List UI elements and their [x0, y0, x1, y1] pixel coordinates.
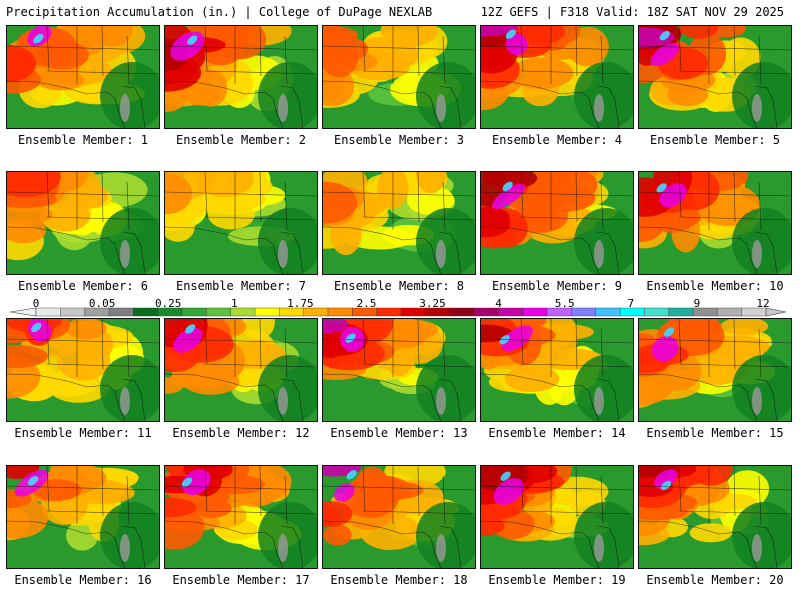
precip-field [165, 26, 317, 128]
colorbar-tick-label: 2.5 [356, 297, 377, 310]
colorbar-swatch [376, 307, 402, 317]
ensemble-map-17 [164, 465, 318, 569]
precip-field [7, 172, 159, 274]
colorbar-tick-label: 12 [756, 297, 770, 310]
ensemble-map-14 [480, 318, 634, 422]
ensemble-member-label: Ensemble Member: 7 [175, 279, 307, 293]
ensemble-map-4 [480, 25, 634, 129]
ensemble-map-18 [322, 465, 476, 569]
colorbar-tick-label: 4 [495, 297, 502, 310]
precip-field [639, 172, 791, 274]
ensemble-member-label: Ensemble Member: 3 [333, 133, 465, 147]
ensemble-map-7 [164, 171, 318, 275]
colorbar-tick-label: 1 [230, 297, 238, 310]
ensemble-map-1 [6, 25, 160, 129]
colorbar-tick-label: 0.05 [88, 297, 116, 310]
ensemble-member-label: Ensemble Member: 14 [488, 426, 626, 440]
ensemble-member-label: Ensemble Member: 16 [14, 573, 152, 587]
ensemble-member-label: Ensemble Member: 8 [333, 279, 465, 293]
ensemble-map-16 [6, 465, 160, 569]
ensemble-map-3 [322, 25, 476, 129]
colorbar-right-arrow [765, 307, 787, 317]
colorbar-tick-label: 7 [627, 297, 635, 310]
ensemble-member-label: Ensemble Member: 12 [172, 426, 310, 440]
colorbar-tick-label: 0.25 [154, 297, 182, 310]
colorbar-swatch [254, 307, 280, 317]
ensemble-map-6 [6, 171, 160, 275]
ensemble-member-label: Ensemble Member: 10 [646, 279, 784, 293]
precip-field [639, 319, 791, 421]
precip-field [165, 172, 317, 274]
colorbar-swatch [327, 307, 353, 317]
precip-field [323, 319, 475, 421]
precip-field [165, 466, 317, 568]
ensemble-map-8 [322, 171, 476, 275]
colorbar-swatch [595, 307, 621, 317]
colorbar-tick-label: 3.25 [419, 297, 446, 310]
precip-field [481, 172, 633, 274]
ensemble-member-label: Ensemble Member: 1 [17, 133, 149, 147]
ensemble-member-label: Ensemble Member: 20 [646, 573, 784, 587]
ensemble-map-15 [638, 318, 792, 422]
color-scale-svg [9, 307, 787, 317]
ensemble-map-13 [322, 318, 476, 422]
ensemble-member-label: Ensemble Member: 5 [649, 133, 781, 147]
colorbar-tick-label: 5.5 [554, 297, 575, 310]
ensemble-map-11 [6, 318, 160, 422]
ensemble-map-2 [164, 25, 318, 129]
ensemble-member-label: Ensemble Member: 6 [17, 279, 149, 293]
colorbar-swatch [60, 307, 86, 317]
ensemble-map-5 [638, 25, 792, 129]
colorbar-tick-label: 1.75 [287, 297, 314, 310]
colorbar-swatch [35, 307, 61, 317]
precip-field [481, 26, 633, 128]
colorbar-swatch [449, 307, 475, 317]
ensemble-map-12 [164, 318, 318, 422]
colorbar-swatch [571, 307, 597, 317]
precip-field [7, 466, 159, 568]
precip-field [165, 319, 317, 421]
precip-field [481, 319, 633, 421]
precip-field [481, 466, 633, 568]
colorbar-swatch [668, 307, 694, 317]
colorbar-swatch [717, 307, 743, 317]
ensemble-member-label: Ensemble Member: 18 [330, 573, 468, 587]
ensemble-member-label: Ensemble Member: 13 [330, 426, 468, 440]
ensemble-map-20 [638, 465, 792, 569]
ensemble-member-label: Ensemble Member: 15 [646, 426, 784, 440]
precip-field [7, 319, 159, 421]
precip-field [639, 466, 791, 568]
colorbar-swatch [522, 307, 548, 317]
ensemble-member-label: Ensemble Member: 9 [491, 279, 623, 293]
colorbar-swatch [644, 307, 670, 317]
page-title: Precipitation Accumulation (in.) | Colle… [6, 5, 433, 19]
ensemble-map-10 [638, 171, 792, 275]
ensemble-member-label: Ensemble Member: 2 [175, 133, 307, 147]
ensemble-member-label: Ensemble Member: 4 [491, 133, 623, 147]
precip-field [639, 26, 791, 128]
precip-field [323, 26, 475, 128]
ensemble-map-9 [480, 171, 634, 275]
ensemble-member-label: Ensemble Member: 19 [488, 573, 626, 587]
color-scale-bar [0, 296, 800, 320]
precip-field [323, 466, 475, 568]
colorbar-swatch [181, 307, 207, 317]
ensemble-member-label: Ensemble Member: 11 [14, 426, 152, 440]
colorbar-swatch [206, 307, 232, 317]
ensemble-map-19 [480, 465, 634, 569]
colorbar-tick-label: 0 [32, 297, 40, 310]
model-valid-time: 12Z GEFS | F318 Valid: 18Z SAT NOV 29 20… [480, 5, 784, 19]
precip-field [7, 26, 159, 128]
precip-field [323, 172, 475, 274]
colorbar-tick-label: 9 [693, 297, 701, 310]
ensemble-member-label: Ensemble Member: 17 [172, 573, 310, 587]
